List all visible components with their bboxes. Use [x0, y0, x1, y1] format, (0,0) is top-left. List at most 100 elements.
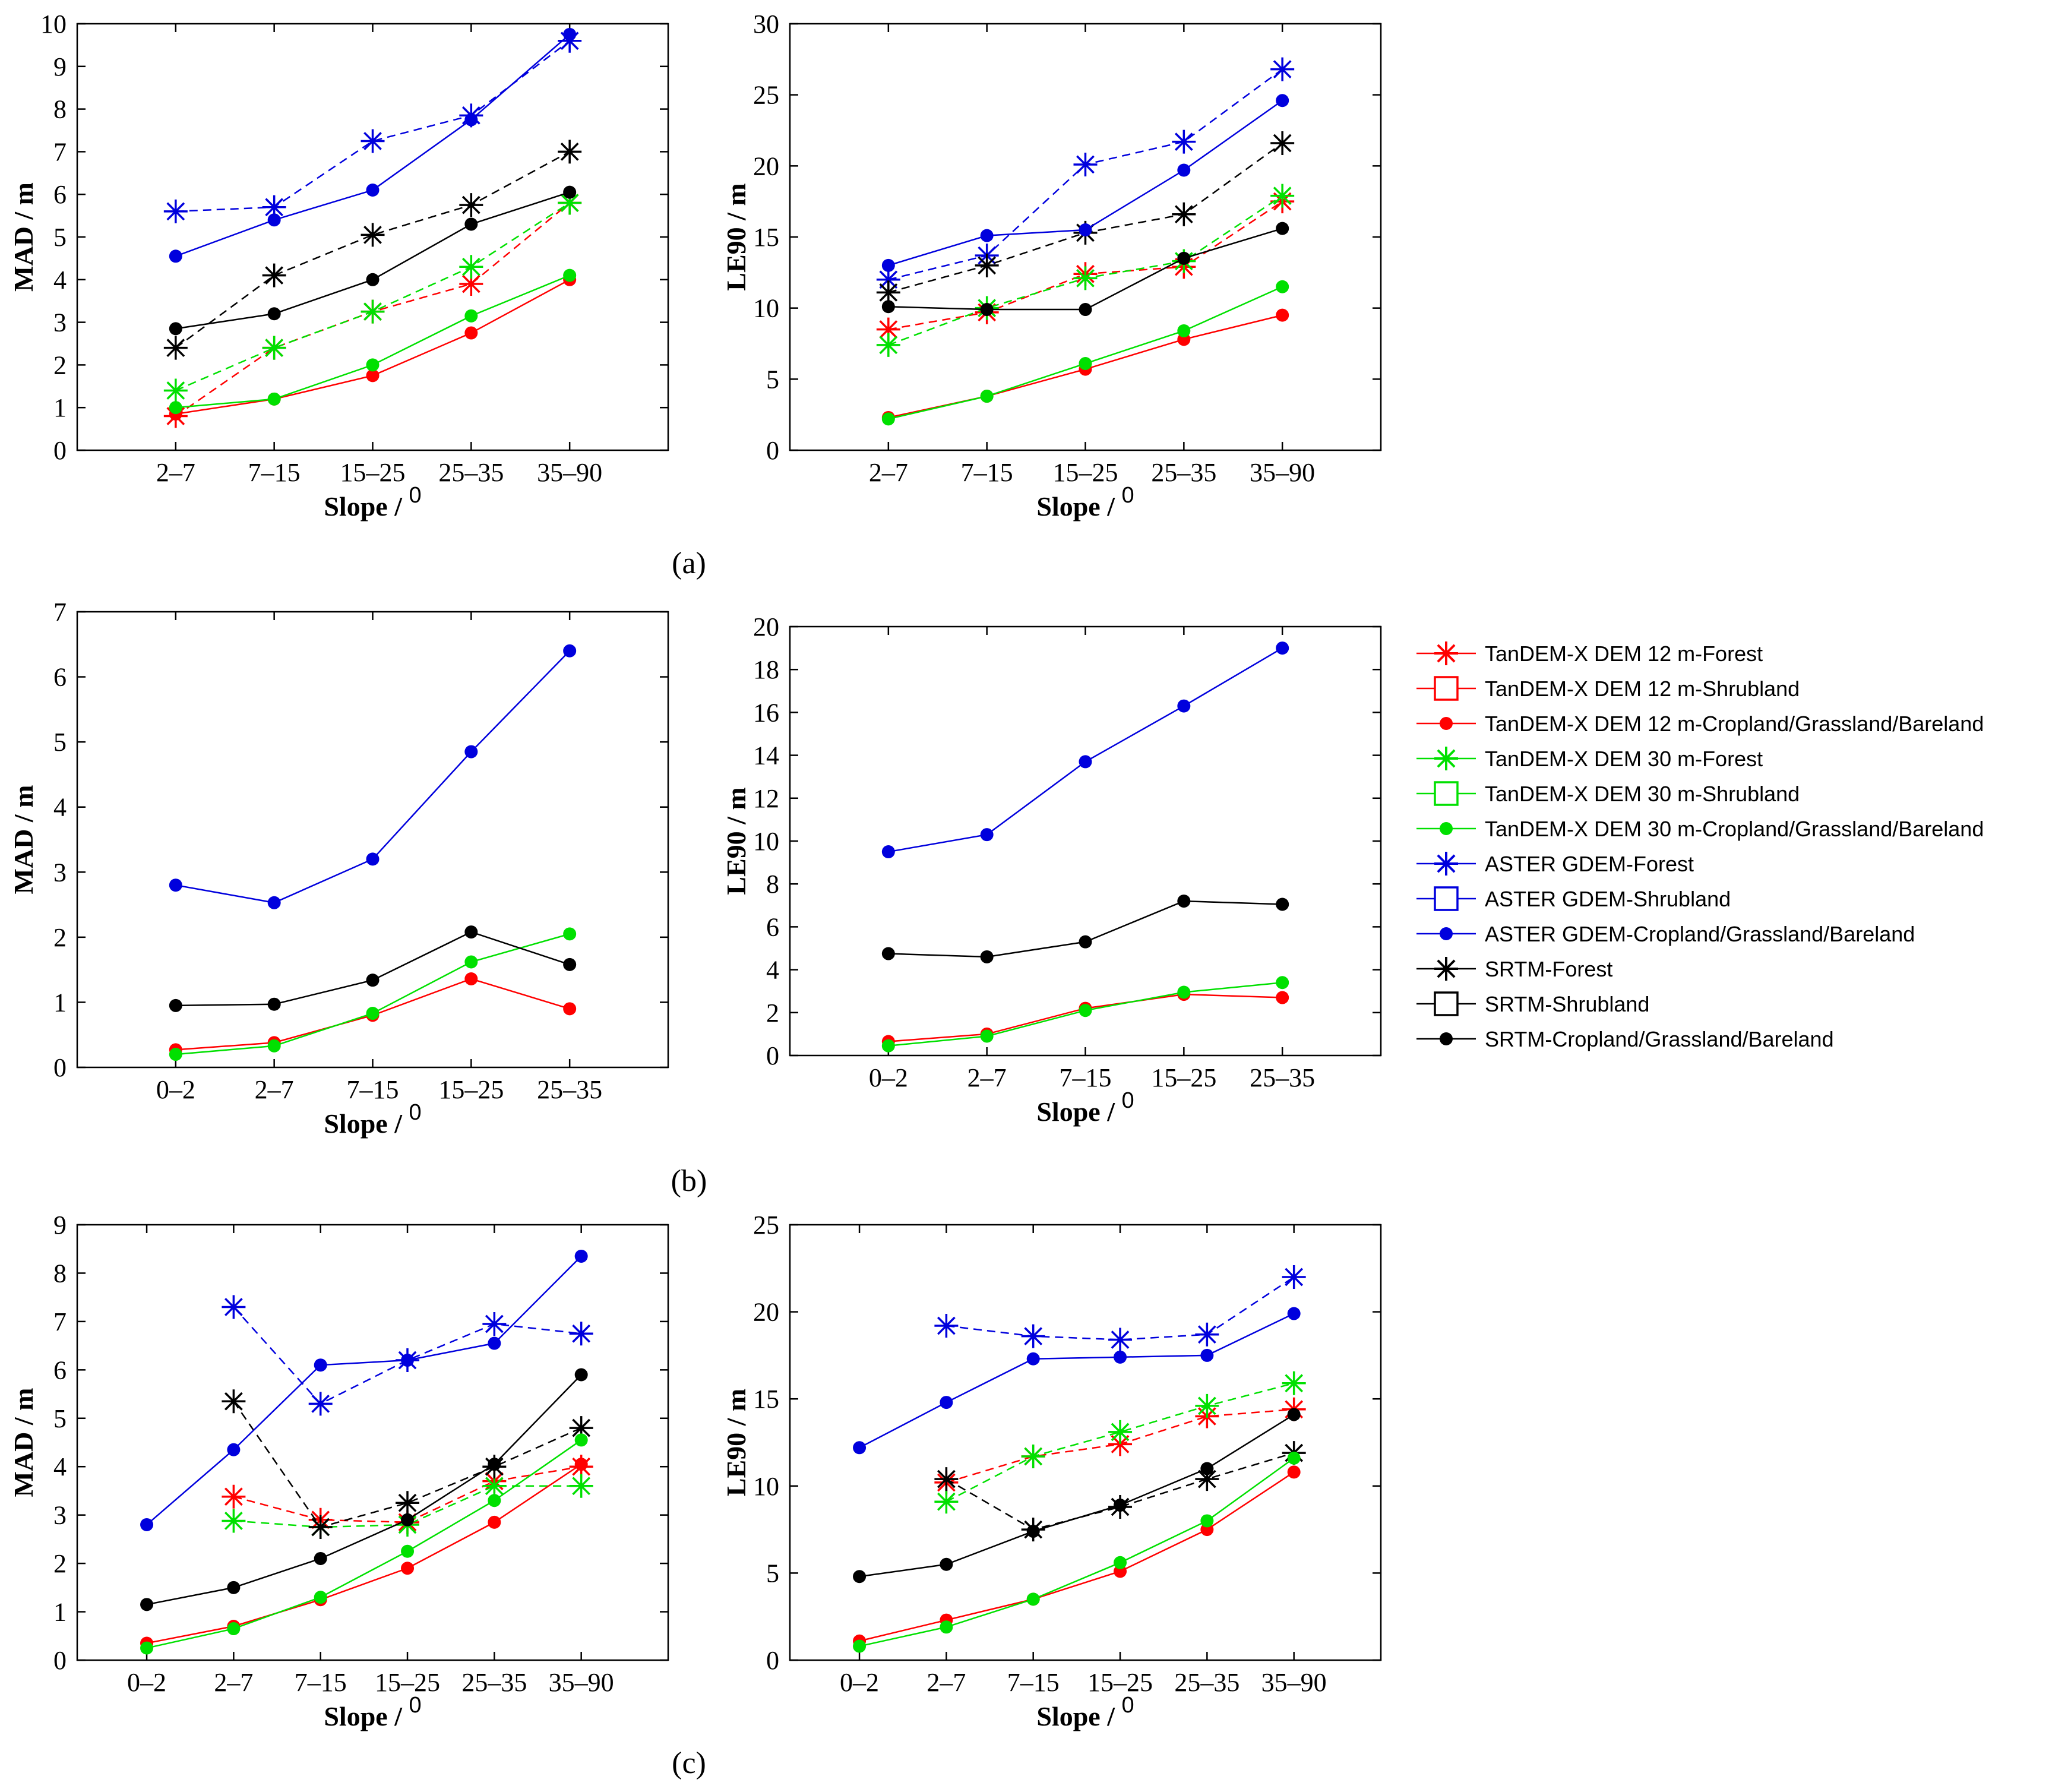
data-point-dot: [366, 273, 380, 286]
data-point-dot: [227, 1622, 241, 1636]
data-point-star: [1282, 1371, 1306, 1395]
legend-entry: TanDEM-X DEM 30 m-Forest: [1416, 747, 1763, 771]
data-point-dot: [1079, 1004, 1092, 1017]
panel-label-c: (c): [672, 1746, 706, 1780]
series-srtm-forest: [163, 140, 582, 360]
data-point-dot: [169, 249, 182, 263]
data-point-dot: [464, 217, 478, 231]
legend-star-marker: [1434, 641, 1458, 665]
y-tick-label: 1: [53, 1598, 67, 1627]
series-aster-gdem-forest: [876, 57, 1295, 292]
data-point-star: [308, 1392, 333, 1416]
legend-box: [1416, 630, 2034, 1064]
data-point-dot: [1276, 641, 1289, 655]
x-tick-label: 0–2: [840, 1668, 879, 1697]
y-tick-label: 10: [753, 827, 779, 856]
data-point-dot: [563, 27, 577, 41]
data-point-star: [934, 1314, 959, 1338]
data-point-dot: [401, 1354, 415, 1367]
series-tandem-x-dem-30-m-cropland-grassland-bareland: [169, 268, 577, 415]
series-tandem-x-dem-30-m-cropland-grassland-bareland: [853, 1451, 1301, 1653]
legend-star-marker: [1434, 957, 1458, 981]
data-point-star: [1073, 152, 1098, 176]
x-tick-label: 2–7: [156, 458, 195, 487]
data-point-dot: [1287, 1307, 1301, 1320]
data-point-dot: [227, 1581, 241, 1594]
series-aster-gdem-cropland-grassland-bareland: [881, 94, 1289, 272]
data-point-dot: [881, 1039, 895, 1053]
x-tick-label: 15–25: [375, 1668, 440, 1697]
data-point-dot: [464, 925, 478, 939]
data-point-star: [934, 1467, 959, 1491]
y-tick-label: 4: [766, 956, 779, 985]
legend-label: SRTM-Forest: [1485, 957, 1612, 981]
x-tick-label: 25–35: [1151, 458, 1216, 487]
data-point-star: [975, 253, 999, 277]
data-point-dot: [1079, 303, 1092, 317]
panel-label-b: (b): [671, 1164, 707, 1198]
series-tandem-x-dem-30-m-cropland-grassland-bareland: [881, 976, 1289, 1053]
series-line: [888, 647, 1283, 853]
data-point-star: [1195, 1322, 1219, 1347]
data-point-star: [482, 1474, 507, 1498]
data-point-star: [1270, 57, 1295, 81]
data-point-dot: [169, 401, 182, 415]
data-point-star: [934, 1490, 959, 1514]
x-tick-label: 25–35: [537, 1075, 602, 1104]
series-srtm-cropland-grassland-bareland: [169, 185, 577, 336]
panel-labels: (a) (b) (c): [671, 546, 707, 1780]
data-point-dot: [881, 947, 895, 960]
data-point-dot: [488, 1458, 501, 1471]
series-tandem-x-dem-12-m-cropland-grassland-bareland: [881, 988, 1289, 1048]
data-point-dot: [574, 1433, 588, 1447]
legend-label: TanDEM-X DEM 12 m-Forest: [1485, 641, 1763, 666]
x-axis-title-superscript: 0: [409, 1693, 422, 1718]
y-tick-label: 9: [53, 1211, 67, 1240]
data-point-dot: [1276, 991, 1289, 1004]
y-tick-label: 3: [53, 308, 67, 337]
x-tick-label: 0–2: [156, 1075, 195, 1104]
y-axis-title: MAD / m: [8, 182, 39, 292]
series-tandem-x-dem-12-m-cropland-grassland-bareland: [853, 1465, 1301, 1648]
series-line: [233, 1306, 581, 1405]
y-tick-label: 2: [53, 350, 67, 380]
legend-label: TanDEM-X DEM 12 m-Shrubland: [1485, 677, 1800, 701]
series-aster-gdem-forest: [934, 1265, 1306, 1352]
chart-b-le90: 0 2 4 6 8 10 12 14 16 18 20 0–2 2–7 7–15 15–25 25–35 Slo…: [721, 612, 1382, 1127]
y-tick-label: 4: [53, 793, 67, 822]
x-axis-title: Slope / 0: [324, 1100, 421, 1139]
data-point-dot: [563, 927, 577, 941]
data-point-dot: [464, 113, 478, 127]
data-point-dot: [1200, 1462, 1214, 1475]
data-point-dot: [980, 390, 994, 403]
data-point-dot: [1079, 357, 1092, 371]
x-axis-title-superscript: 0: [409, 1100, 422, 1125]
y-axis-title: LE90 / m: [721, 183, 751, 290]
x-tick-label: 7–15: [248, 458, 301, 487]
data-point-dot: [980, 1029, 994, 1043]
y-tick-label: 2: [53, 1549, 67, 1578]
y-tick-label: 20: [753, 151, 779, 181]
data-point-star: [569, 1416, 593, 1440]
data-point-dot: [881, 300, 895, 314]
data-point-dot: [267, 896, 281, 909]
y-axis-title: MAD / m: [8, 785, 39, 895]
data-point-dot: [940, 1557, 953, 1571]
data-point-dot: [1177, 699, 1191, 713]
data-point-star: [876, 317, 900, 342]
y-tick-label: 4: [53, 1452, 67, 1481]
data-point-star: [163, 378, 188, 403]
data-point-dot: [227, 1443, 241, 1456]
series-tandem-x-dem-30-m-forest: [876, 184, 1295, 357]
legend-entry: TanDEM-X DEM 12 m-Forest: [1416, 641, 1763, 666]
data-point-star: [459, 271, 483, 296]
data-point-dot: [853, 1441, 867, 1455]
data-point-star: [876, 280, 900, 305]
data-point-star: [1172, 129, 1196, 154]
legend-label: SRTM-Cropland/Grassland/Bareland: [1485, 1027, 1834, 1051]
data-point-dot: [267, 307, 281, 321]
y-tick-label: 25: [753, 1211, 779, 1240]
data-point-dot: [1200, 1514, 1214, 1528]
